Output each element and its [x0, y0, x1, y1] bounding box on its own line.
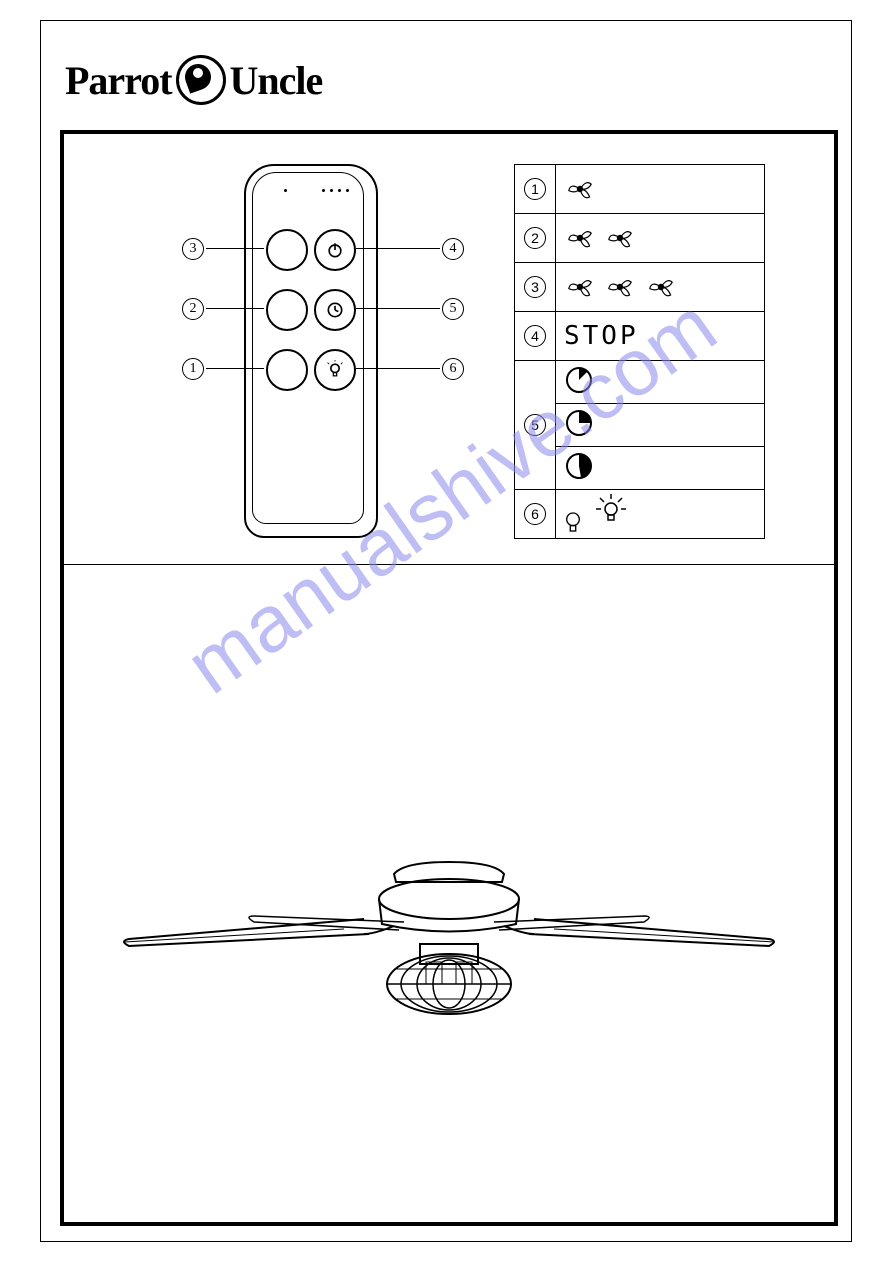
timer-2	[556, 404, 765, 447]
legend-row-3: 3	[515, 263, 765, 312]
speed-3-button[interactable]	[266, 229, 308, 271]
fan-icon	[564, 271, 596, 303]
brand-logo: Parrot Uncle	[65, 55, 322, 105]
indicator-dot	[284, 189, 287, 192]
callout-5: 5	[442, 296, 464, 320]
legend-row-2: 2	[515, 214, 765, 263]
legend-num: 6	[524, 503, 546, 525]
indicator-dot	[346, 189, 349, 192]
fan-icon	[604, 222, 636, 254]
bulb-on-icon	[594, 492, 628, 526]
legend-icons	[556, 214, 765, 263]
light-button[interactable]	[314, 349, 356, 391]
legend-num: 1	[524, 178, 546, 200]
power-button[interactable]	[314, 229, 356, 271]
legend-icons	[556, 263, 765, 312]
callout-4: 4	[442, 236, 464, 260]
callout-2: 2	[182, 296, 204, 320]
function-legend: 1 2 3 4	[514, 164, 765, 539]
remote-inner-outline	[252, 172, 364, 524]
indicator-dot	[338, 189, 341, 192]
timer-1	[556, 361, 765, 404]
callout-3: 3	[182, 236, 204, 260]
timer-icon-1	[564, 365, 594, 395]
callout-6: 6	[442, 356, 464, 380]
content-frame: 3 2 1 4 5 6	[60, 130, 838, 1226]
light-icons	[556, 490, 765, 539]
fan-icon	[564, 222, 596, 254]
parrot-icon	[176, 55, 226, 105]
indicator-dot	[330, 189, 333, 192]
timer-icon-2	[564, 408, 594, 438]
fan-svg	[104, 834, 794, 1074]
bulb-off-icon	[564, 508, 582, 536]
ceiling-fan-diagram	[104, 834, 794, 1074]
legend-row-4: 4 STOP	[515, 312, 765, 361]
remote-section: 3 2 1 4 5 6	[64, 134, 834, 565]
callout-1: 1	[182, 356, 204, 380]
legend-row-6: 6	[515, 490, 765, 539]
fan-icon	[645, 271, 677, 303]
power-icon	[325, 240, 345, 260]
timer-icon-3	[564, 451, 594, 481]
indicator-dot	[322, 189, 325, 192]
brand-text-1: Parrot	[65, 57, 172, 104]
timer-button[interactable]	[314, 289, 356, 331]
legend-row-1: 1	[515, 165, 765, 214]
legend-num: 5	[524, 414, 546, 436]
clock-icon	[325, 300, 345, 320]
legend-num: 4	[524, 325, 546, 347]
legend-stop: STOP	[556, 312, 765, 361]
legend-row-5a: 5	[515, 361, 765, 404]
timer-3	[556, 447, 765, 490]
legend-icons	[556, 165, 765, 214]
speed-1-button[interactable]	[266, 349, 308, 391]
fan-icon	[564, 173, 596, 205]
brand-text-2: Uncle	[230, 57, 323, 104]
legend-num: 3	[524, 276, 546, 298]
stop-label: STOP	[564, 321, 639, 351]
remote-control	[244, 164, 374, 534]
bulb-icon	[325, 360, 345, 380]
speed-2-button[interactable]	[266, 289, 308, 331]
legend-num: 2	[524, 227, 546, 249]
fan-icon	[604, 271, 636, 303]
